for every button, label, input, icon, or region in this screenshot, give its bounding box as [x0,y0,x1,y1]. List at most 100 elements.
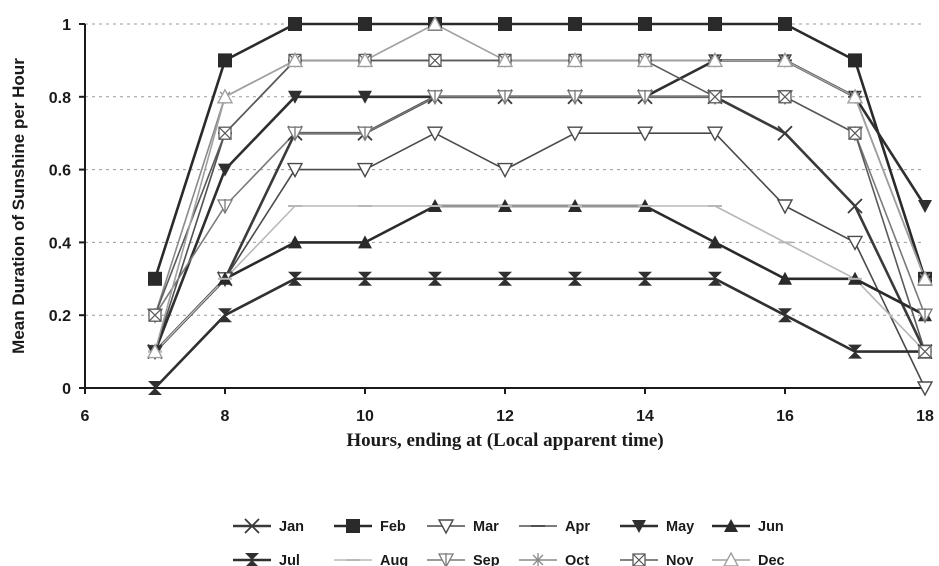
marker-shape [428,53,442,67]
legend: Jan Feb Mar Apr May Jun Jul Aug Sep Oct Nov Dec [233,518,785,566]
legend-item-may: May [620,519,694,535]
marker-shape [146,343,164,359]
marker-shape [496,162,514,179]
data-point-marker [568,17,582,31]
y-tick-label: 0.8 [49,90,71,107]
marker-shape [532,553,544,566]
data-point-marker [916,270,934,286]
legend-label: Mar [473,519,499,535]
marker-shape [918,345,932,359]
data-point-marker [358,271,372,286]
x-axis-label: Hours, ending at (Local apparent time) [346,430,663,451]
data-point-marker [218,53,232,68]
marker-shape [724,519,738,532]
data-point-marker [216,199,234,215]
marker-shape [426,15,444,31]
marker-shape [216,88,234,104]
legend-label: Dec [758,553,785,566]
marker-shape [916,270,934,286]
data-point-marker [848,53,862,68]
data-point-marker [708,90,722,104]
legend-label: Sep [473,553,500,566]
data-point-marker [847,198,863,214]
data-point-marker [636,89,654,106]
series-line-jul [154,277,925,389]
data-point-marker [437,519,455,535]
legend-label: Jan [279,519,304,535]
marker-shape [358,17,372,31]
legend-label: Apr [565,519,590,535]
y-tick-label: 0.6 [49,163,71,180]
data-point-marker [498,17,512,31]
data-point-marker [286,126,304,142]
marker-shape [846,235,864,251]
marker-shape [286,162,304,179]
data-point-marker [776,199,794,215]
marker-shape [638,17,652,31]
data-point-marker [148,308,162,322]
marker-shape [778,17,792,31]
marker-shape [218,163,232,177]
x-tick-label: 18 [916,408,934,425]
marker-shape [776,199,794,215]
marker-shape [723,551,739,566]
data-point-marker [776,51,794,68]
x-tick-label: 10 [356,408,374,425]
legend-item-dec: Dec [712,551,785,566]
data-point-marker [437,553,455,566]
data-point-marker [496,89,514,106]
data-point-marker [632,553,646,566]
data-point-marker [706,51,724,68]
marker-shape [288,17,302,31]
data-point-marker [426,15,444,31]
marker-shape [636,126,654,142]
legend-label: Oct [565,553,589,566]
legend-item-nov: Nov [620,553,693,566]
data-point-marker [244,518,260,534]
data-point-marker [356,162,374,179]
marker-shape [632,520,646,533]
marker-shape [916,381,934,397]
axis-ticks: 00.20.40.60.816 8 10 12 14 16 18 [49,17,934,425]
marker-shape [498,17,512,31]
data-point-marker [568,271,582,286]
marker-shape [244,518,260,534]
marker-shape [708,17,722,31]
data-point-marker [146,343,164,359]
data-point-marker [496,162,514,179]
data-point-marker [566,126,584,142]
legend-item-jun: Jun [712,519,784,535]
data-point-marker [706,126,724,142]
data-point-marker [288,90,302,104]
legend-item-jan: Jan [233,518,304,535]
marker-shape [708,90,722,104]
marker-shape [148,308,162,322]
data-point-marker [778,308,792,323]
marker-shape [498,271,512,286]
marker-shape [846,88,864,104]
data-point-marker [356,51,374,68]
data-point-marker [426,126,444,142]
data-point-marker [358,17,372,31]
legend-item-mar: Mar [427,519,499,535]
data-point-marker [566,51,584,68]
data-point-marker [346,519,360,533]
x-tick-label: 8 [221,408,230,425]
series-line-aug [154,205,926,353]
data-point-marker [218,126,232,140]
legend-label: Feb [380,519,406,535]
marker-shape [288,271,302,286]
data-point-marker [498,271,512,286]
data-point-marker [916,381,934,397]
data-point-marker [216,88,234,104]
marker-shape [708,271,722,286]
data-point-marker [778,17,792,31]
data-point-marker [288,271,302,286]
marker-shape [847,198,863,214]
marker-shape [496,51,514,68]
marker-shape [288,90,302,104]
data-point-marker [532,553,544,566]
data-point-marker [846,88,864,104]
data-point-marker [708,17,722,31]
